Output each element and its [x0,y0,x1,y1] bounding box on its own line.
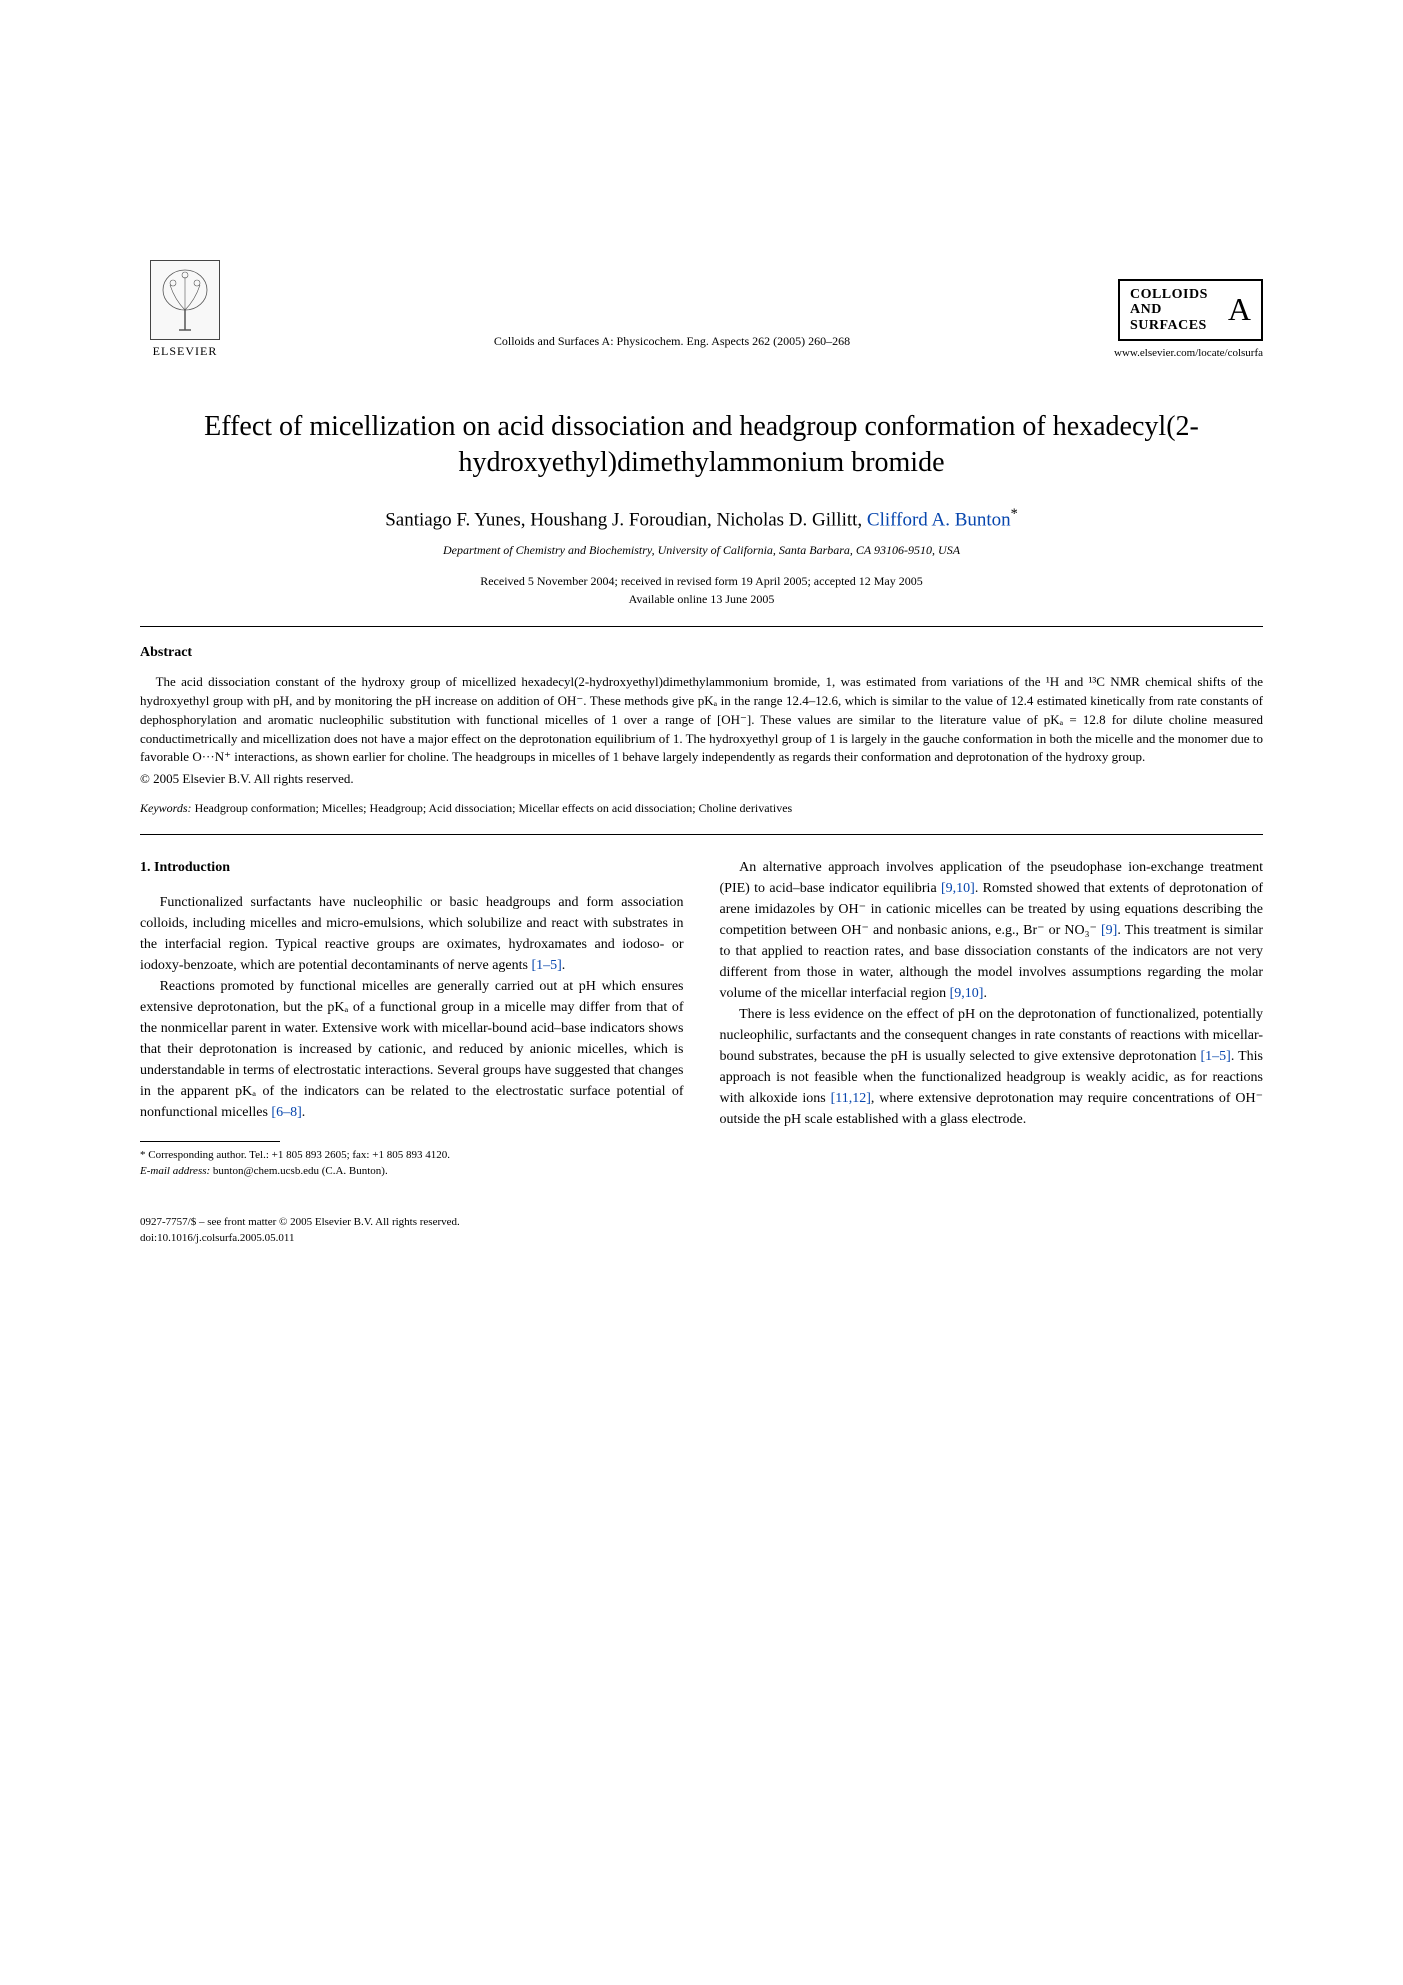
brand-box: COLLOIDS AND SURFACES A [1118,279,1263,341]
dates-online: Available online 13 June 2005 [140,590,1263,608]
abstract-heading: Abstract [140,645,1263,661]
intro-p2: Reactions promoted by functional micelle… [140,976,684,1123]
keywords-text: Headgroup conformation; Micelles; Headgr… [192,801,793,815]
ref-link-9-10b[interactable]: [9,10] [950,986,984,1001]
intro-p1: Functionalized surfactants have nucleoph… [140,892,684,976]
ref-link-1-5b[interactable]: [1–5] [1201,1049,1231,1064]
rule-bottom [140,834,1263,835]
journal-brand: COLLOIDS AND SURFACES A www.elsevier.com… [1114,279,1263,359]
abstract-body: The acid dissociation constant of the hy… [140,673,1263,767]
brand-series-letter: A [1228,291,1251,328]
footnote-email-value: bunton@chem.ucsb.edu (C.A. Bunton). [210,1165,388,1177]
footnote-rule [140,1141,280,1142]
ref-link-9-10a[interactable]: [9,10] [941,881,975,896]
dates-received: Received 5 November 2004; received in re… [140,572,1263,590]
intro-p4: There is less evidence on the effect of … [720,1004,1264,1130]
corresponding-footnote: * Corresponding author. Tel.: +1 805 893… [140,1148,684,1179]
brand-line1: COLLOIDS [1130,287,1208,302]
journal-url: www.elsevier.com/locate/colsurfa [1114,347,1263,359]
abstract-copyright: © 2005 Elsevier B.V. All rights reserved… [140,771,1263,787]
keywords-line: Keywords: Headgroup conformation; Micell… [140,801,1263,816]
ref-link-6-8[interactable]: [6–8] [271,1105,301,1120]
paper-header: ELSEVIER Colloids and Surfaces A: Physic… [140,260,1263,359]
left-column: 1. Introduction Functionalized surfactan… [140,857,684,1179]
authors-line: Santiago F. Yunes, Houshang J. Foroudian… [140,506,1263,531]
ref-link-1-5[interactable]: [1–5] [531,958,561,973]
intro-heading: 1. Introduction [140,857,684,878]
article-dates: Received 5 November 2004; received in re… [140,572,1263,608]
footer-issn: 0927-7757/$ – see front matter © 2005 El… [140,1215,1263,1230]
footnote-email-label: E-mail address: [140,1165,210,1177]
intro-p3: An alternative approach involves applica… [720,857,1264,1004]
footer-doi: doi:10.1016/j.colsurfa.2005.05.011 [140,1231,1263,1246]
footnote-corr: * Corresponding author. Tel.: +1 805 893… [140,1148,684,1163]
footnote-email: E-mail address: bunton@chem.ucsb.edu (C.… [140,1164,684,1179]
brand-line2: AND [1130,302,1208,317]
abstract-section: Abstract The acid dissociation constant … [140,645,1263,816]
page-footer: 0927-7757/$ – see front matter © 2005 El… [140,1215,1263,1246]
ref-link-11-12[interactable]: [11,12] [831,1091,871,1106]
brand-text: COLLOIDS AND SURFACES [1130,287,1208,333]
rule-top [140,626,1263,627]
corresponding-author[interactable]: Clifford A. Bunton [867,509,1011,530]
brand-line3: SURFACES [1130,318,1208,333]
publisher-logo: ELSEVIER [140,260,230,359]
corr-marker: * [1011,506,1018,522]
keywords-label: Keywords: [140,801,192,815]
authors-plain: Santiago F. Yunes, Houshang J. Foroudian… [385,509,867,530]
paper-title: Effect of micellization on acid dissocia… [140,409,1263,482]
elsevier-tree-icon [150,260,220,340]
affiliation: Department of Chemistry and Biochemistry… [140,543,1263,558]
title-block: Effect of micellization on acid dissocia… [140,409,1263,608]
publisher-name: ELSEVIER [153,344,218,359]
journal-reference: Colloids and Surfaces A: Physicochem. En… [230,334,1114,359]
ref-link-9[interactable]: [9] [1101,923,1117,938]
body-columns: 1. Introduction Functionalized surfactan… [140,857,1263,1179]
right-column: An alternative approach involves applica… [720,857,1264,1179]
